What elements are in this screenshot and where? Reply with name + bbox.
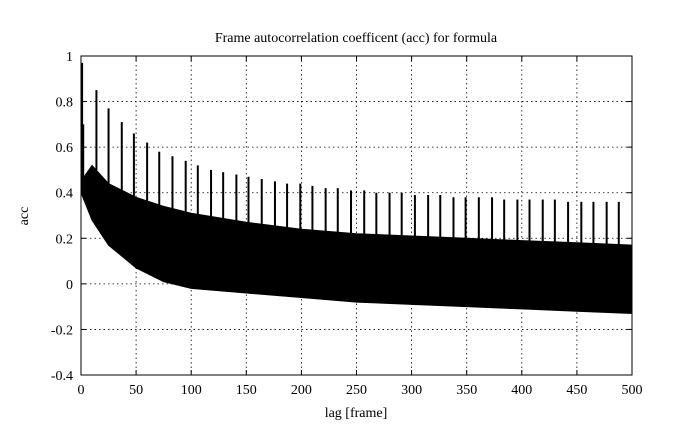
series-fill-layer [80, 62, 633, 315]
x-tick-label: 150 [236, 383, 257, 398]
x-tick-label: 100 [181, 383, 202, 398]
y-tick-label: 0.4 [56, 187, 74, 202]
y-tick-label: 0 [66, 278, 73, 293]
x-tick-label: 350 [456, 383, 477, 398]
y-tick-label: 0.8 [56, 96, 74, 111]
x-tick-label: 200 [291, 383, 312, 398]
x-axis-label: lag [frame] [325, 406, 388, 421]
x-tick-label: 450 [566, 383, 587, 398]
y-tick-label: -0.4 [51, 369, 73, 384]
y-axis-label: acc [17, 207, 32, 226]
x-tick-label: 250 [346, 383, 367, 398]
x-tick-label: 500 [622, 383, 643, 398]
x-tick-label: 300 [401, 383, 422, 398]
y-axis: -0.4 -0.2 0 0.2 0.4 0.6 0.8 1 [51, 50, 632, 384]
y-tick-label: 0.6 [56, 141, 74, 156]
x-tick-label: 0 [78, 383, 85, 398]
y-tick-label: 0.2 [56, 232, 74, 247]
y-tick-label: -0.2 [51, 323, 73, 338]
x-tick-label: 50 [129, 383, 143, 398]
x-tick-label: 400 [511, 383, 532, 398]
grid-lines [81, 56, 632, 375]
chart-title: Frame autocorrelation coefficent (acc) f… [215, 31, 498, 46]
x-axis: 0 50 100 150 200 250 300 350 400 450 500 [78, 56, 643, 398]
y-tick-label: 1 [66, 50, 73, 65]
